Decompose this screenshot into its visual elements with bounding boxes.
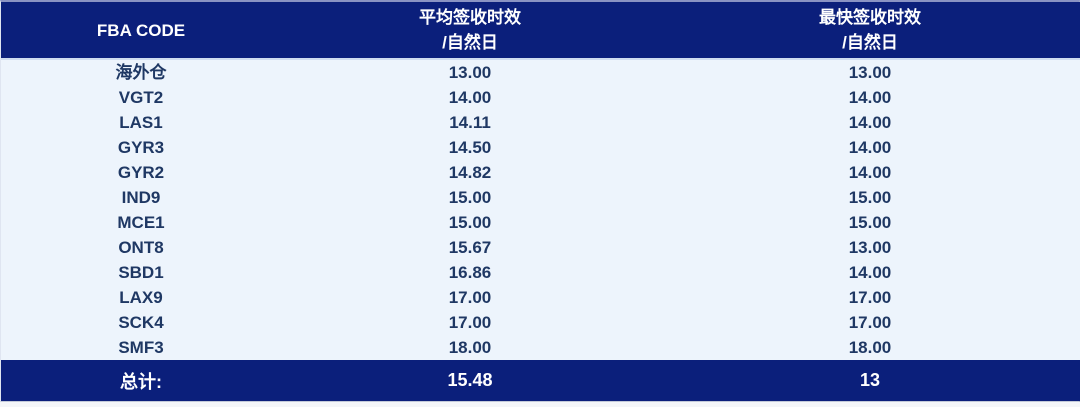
cell-avg-days: 17.00 xyxy=(281,310,659,335)
cell-avg-days: 14.11 xyxy=(281,110,659,135)
cell-fastest-days: 17.00 xyxy=(659,310,1080,335)
table-row: 海外仓 13.00 13.00 xyxy=(1,59,1080,85)
cell-avg-days: 17.00 xyxy=(281,285,659,310)
cell-avg-days: 18.00 xyxy=(281,335,659,360)
total-fastest-days: 13 xyxy=(659,360,1080,401)
cell-avg-days: 15.00 xyxy=(281,185,659,210)
cell-fba-code: VGT2 xyxy=(1,85,281,110)
cell-fba-code: SCK4 xyxy=(1,310,281,335)
table-row: SBD1 16.86 14.00 xyxy=(1,260,1080,285)
cell-fba-code: SBD1 xyxy=(1,260,281,285)
total-avg-days: 15.48 xyxy=(281,360,659,401)
header-cell-fba-code: FBA CODE xyxy=(1,2,281,60)
cell-fastest-days: 15.00 xyxy=(659,210,1080,235)
table-row: LAS1 14.11 14.00 xyxy=(1,110,1080,135)
cell-fastest-days: 13.00 xyxy=(659,235,1080,260)
cell-fastest-days: 15.00 xyxy=(659,185,1080,210)
cell-fba-code: MCE1 xyxy=(1,210,281,235)
cell-fba-code: LAX9 xyxy=(1,285,281,310)
cell-fba-code: ONT8 xyxy=(1,235,281,260)
cell-avg-days: 15.67 xyxy=(281,235,659,260)
total-label: 总计: xyxy=(1,360,281,401)
cell-avg-days: 14.50 xyxy=(281,135,659,160)
header-cell-avg-days: 平均签收时效 /自然日 xyxy=(281,2,659,60)
cell-fba-code: IND9 xyxy=(1,185,281,210)
total-row: 总计: 15.48 13 xyxy=(1,360,1080,401)
cell-fba-code: LAS1 xyxy=(1,110,281,135)
table-row: MCE1 15.00 15.00 xyxy=(1,210,1080,235)
cell-avg-days: 13.00 xyxy=(281,59,659,85)
table-row: LAX9 17.00 17.00 xyxy=(1,285,1080,310)
cell-fba-code: 海外仓 xyxy=(1,59,281,85)
header-row: FBA CODE 平均签收时效 /自然日 最快签收时效 /自然日 xyxy=(1,2,1080,60)
header-cell-fastest-days: 最快签收时效 /自然日 xyxy=(659,2,1080,60)
cell-fastest-days: 14.00 xyxy=(659,160,1080,185)
cell-fastest-days: 14.00 xyxy=(659,135,1080,160)
cell-avg-days: 14.82 xyxy=(281,160,659,185)
table-row: VGT2 14.00 14.00 xyxy=(1,85,1080,110)
data-table: FBA CODE 平均签收时效 /自然日 最快签收时效 /自然日 海外仓 13.… xyxy=(1,2,1080,401)
table-row: IND9 15.00 15.00 xyxy=(1,185,1080,210)
cell-fastest-days: 14.00 xyxy=(659,260,1080,285)
table-row: SCK4 17.00 17.00 xyxy=(1,310,1080,335)
table-row: GYR3 14.50 14.00 xyxy=(1,135,1080,160)
cell-fastest-days: 13.00 xyxy=(659,59,1080,85)
cell-fba-code: GYR3 xyxy=(1,135,281,160)
cell-avg-days: 14.00 xyxy=(281,85,659,110)
cell-avg-days: 15.00 xyxy=(281,210,659,235)
table-row: GYR2 14.82 14.00 xyxy=(1,160,1080,185)
cell-fastest-days: 18.00 xyxy=(659,335,1080,360)
table-row: SMF3 18.00 18.00 xyxy=(1,335,1080,360)
cell-fba-code: GYR2 xyxy=(1,160,281,185)
cell-avg-days: 16.86 xyxy=(281,260,659,285)
table-row: ONT8 15.67 13.00 xyxy=(1,235,1080,260)
cell-fastest-days: 17.00 xyxy=(659,285,1080,310)
cell-fastest-days: 14.00 xyxy=(659,85,1080,110)
cell-fba-code: SMF3 xyxy=(1,335,281,360)
cell-fastest-days: 14.00 xyxy=(659,110,1080,135)
